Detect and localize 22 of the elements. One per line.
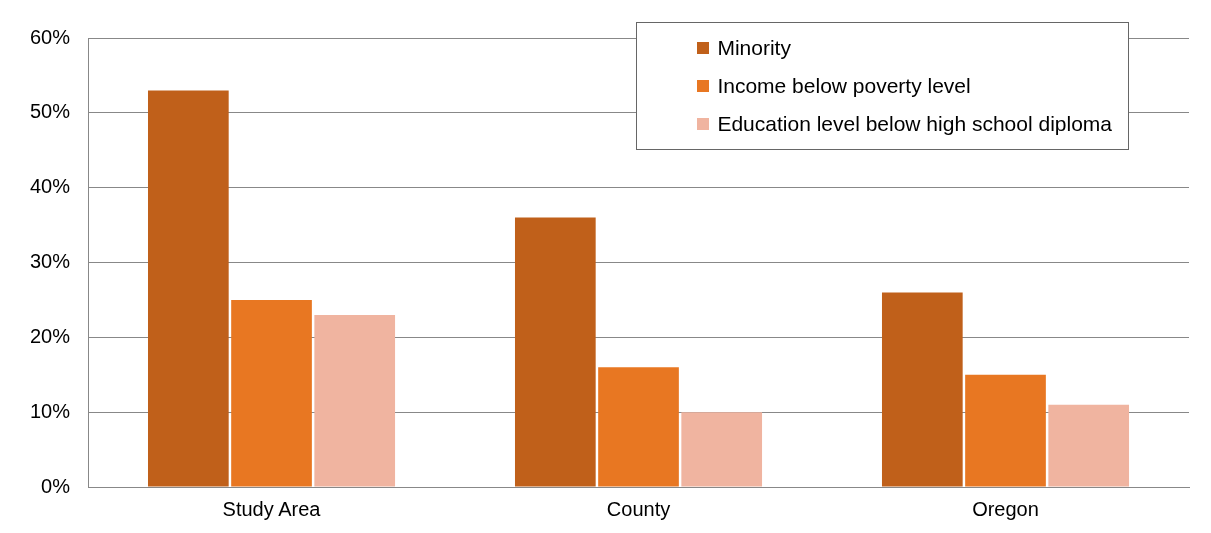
x-tick-label: Study Area xyxy=(222,497,322,520)
bar xyxy=(681,412,763,487)
bar xyxy=(314,314,396,487)
bar xyxy=(231,299,312,487)
legend-label: Income below poverty level xyxy=(717,74,971,98)
legend-label: Education level below high school diploma xyxy=(717,112,1112,136)
bar xyxy=(148,90,229,487)
y-tick-label: 0% xyxy=(41,474,71,497)
legend-label: Minority xyxy=(717,36,791,60)
bar xyxy=(965,374,1046,487)
y-tick-label: 40% xyxy=(30,175,71,198)
y-tick-label: 50% xyxy=(30,100,71,123)
y-tick-label: 10% xyxy=(30,399,71,422)
bar xyxy=(1048,404,1130,487)
x-tick-label: Oregon xyxy=(972,497,1039,520)
x-tick-label: County xyxy=(606,497,671,520)
bar xyxy=(881,292,963,487)
y-tick-label: 20% xyxy=(30,324,71,347)
bar xyxy=(514,217,596,487)
y-tick-label: 60% xyxy=(30,25,71,48)
y-tick-label: 30% xyxy=(30,250,71,273)
bar xyxy=(598,367,679,487)
